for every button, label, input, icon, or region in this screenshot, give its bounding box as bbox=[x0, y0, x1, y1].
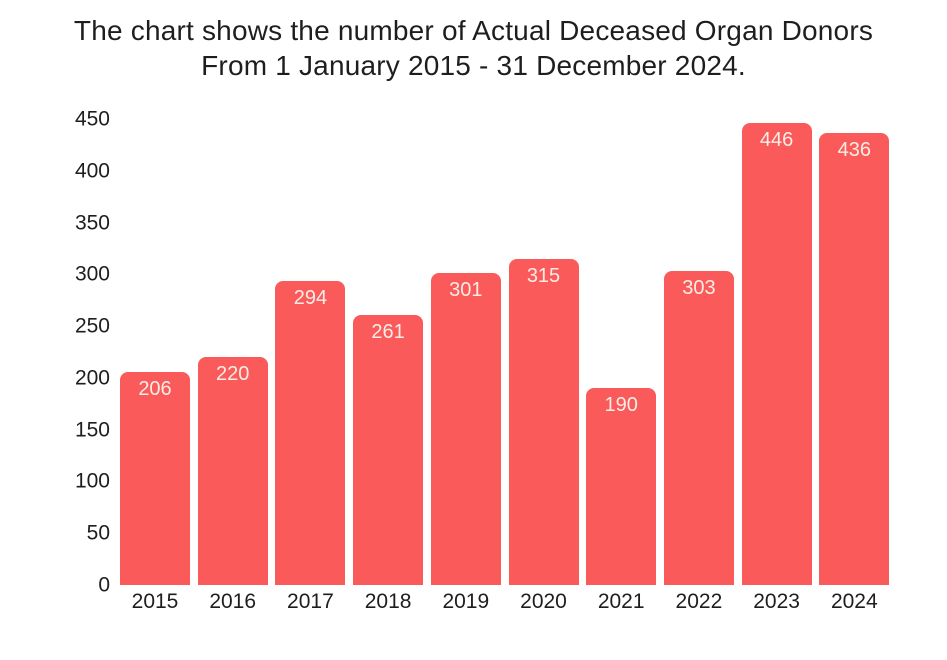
bar-2015: 206 bbox=[120, 371, 190, 585]
x-axis-tick-label-2021: 2021 bbox=[597, 590, 645, 613]
bar-value-label-2023: 446 bbox=[759, 129, 794, 152]
x-axis-tick-label-2020: 2020 bbox=[520, 590, 567, 613]
y-axis-tick-label-100: 100 bbox=[74, 469, 110, 493]
chart-title: The chart shows the number of Actual Dec… bbox=[0, 13, 947, 83]
y-axis-tick-label-50: 50 bbox=[86, 521, 110, 545]
bar-2020: 315 bbox=[508, 258, 579, 585]
bar-value-label-2017: 294 bbox=[293, 286, 328, 309]
y-axis-tick-label-150: 150 bbox=[74, 418, 110, 442]
x-axis-tick-label-2016: 2016 bbox=[209, 590, 257, 613]
x-axis-tick-label-2017: 2017 bbox=[287, 590, 334, 613]
bar-value-label-2018: 261 bbox=[371, 320, 405, 343]
x-axis-tick-label-2019: 2019 bbox=[442, 590, 490, 613]
bar-2019: 301 bbox=[430, 273, 501, 585]
bar-2024: 436 bbox=[819, 133, 890, 585]
bar-2023: 446 bbox=[741, 123, 812, 585]
chart-title-line-1: The chart shows the number of Actual Dec… bbox=[73, 15, 874, 46]
bar-value-label-2021: 190 bbox=[604, 394, 638, 417]
y-axis-tick-label-250: 250 bbox=[74, 314, 110, 338]
bar-2017: 294 bbox=[275, 280, 346, 585]
x-axis-tick-label-2024: 2024 bbox=[830, 590, 878, 613]
bar-value-label-2020: 315 bbox=[526, 264, 561, 287]
y-axis-tick-label-0: 0 bbox=[98, 573, 110, 597]
bar-2021: 190 bbox=[586, 388, 657, 585]
bar-value-label-2016: 220 bbox=[216, 363, 250, 386]
bar-value-label-2019: 301 bbox=[449, 279, 483, 302]
y-axis-tick-label-200: 200 bbox=[74, 366, 110, 390]
y-axis-tick-label-400: 400 bbox=[74, 159, 110, 183]
y-axis-tick-label-300: 300 bbox=[74, 262, 110, 286]
bar-value-label-2015: 206 bbox=[138, 377, 172, 400]
x-axis-tick-label-2023: 2023 bbox=[753, 590, 800, 613]
x-axis-tick-label-2015: 2015 bbox=[131, 590, 179, 613]
x-axis-tick-label-2022: 2022 bbox=[675, 590, 723, 613]
bar-value-label-2024: 436 bbox=[837, 139, 871, 162]
bar-2018: 261 bbox=[353, 314, 424, 585]
bar-value-label-2022: 303 bbox=[682, 277, 716, 300]
y-axis-tick-label-450: 450 bbox=[74, 107, 110, 131]
chart-title-line-2: From 1 January 2015 - 31 December 2024. bbox=[201, 50, 746, 81]
bar-2022: 303 bbox=[663, 271, 734, 585]
x-axis-tick-label-2018: 2018 bbox=[364, 590, 412, 613]
bar-2016: 220 bbox=[197, 357, 268, 585]
y-axis-tick-label-350: 350 bbox=[74, 211, 110, 235]
